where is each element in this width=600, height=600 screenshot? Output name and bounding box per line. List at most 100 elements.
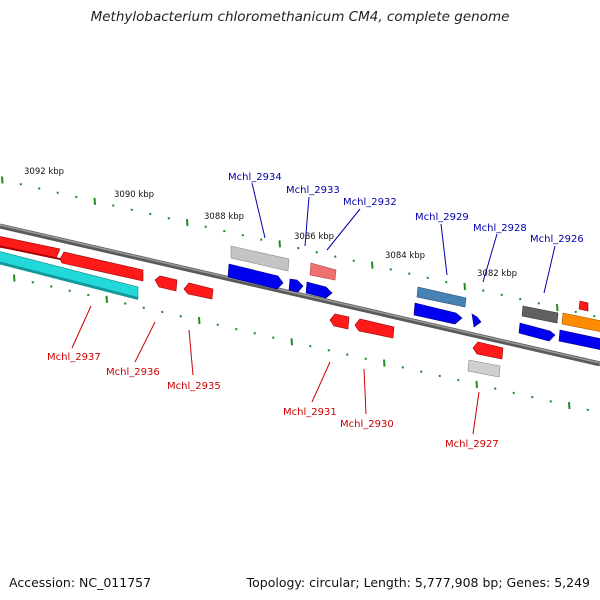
gene-feature[interactable] bbox=[227, 263, 284, 290]
accession-text: Accession: NC_011757 bbox=[9, 575, 152, 590]
gene-feature[interactable] bbox=[288, 278, 304, 293]
major-tick bbox=[198, 317, 201, 325]
gene-label[interactable]: Mchl_2927 bbox=[445, 439, 499, 450]
minor-tick bbox=[315, 251, 318, 254]
minor-tick bbox=[87, 293, 90, 297]
gene-feature[interactable] bbox=[305, 281, 333, 299]
gene-feature[interactable] bbox=[518, 322, 556, 342]
lower-scale-track bbox=[13, 274, 589, 412]
gene-feature[interactable] bbox=[471, 313, 482, 328]
minor-tick bbox=[494, 387, 497, 390]
minor-tick bbox=[223, 229, 226, 233]
minor-tick bbox=[364, 357, 367, 361]
gene-feature[interactable] bbox=[183, 282, 214, 300]
gene-feature[interactable] bbox=[354, 318, 395, 339]
minor-tick bbox=[519, 297, 522, 301]
upper-gene-labels: Mchl_2934 Mchl_2933 Mchl_2932 Mchl_2929 … bbox=[228, 172, 584, 245]
gene-feature[interactable] bbox=[416, 286, 467, 308]
kbp-label: 3090 kbp bbox=[114, 190, 154, 200]
minor-tick bbox=[334, 255, 337, 258]
minor-tick bbox=[549, 400, 552, 403]
gene-feature[interactable] bbox=[59, 251, 144, 282]
gene-feature[interactable] bbox=[467, 359, 501, 378]
minor-tick bbox=[500, 293, 503, 297]
minor-tick bbox=[389, 268, 392, 271]
minor-tick bbox=[426, 276, 429, 280]
major-tick bbox=[371, 261, 374, 269]
minor-tick bbox=[482, 289, 485, 292]
upper-strand-features bbox=[0, 236, 600, 350]
gene-label[interactable]: Mchl_2926 bbox=[530, 234, 584, 245]
minor-tick bbox=[216, 323, 219, 327]
kbp-label: 3084 kbp bbox=[385, 251, 425, 261]
minor-tick bbox=[438, 374, 441, 378]
major-tick bbox=[13, 274, 16, 282]
minor-tick bbox=[531, 395, 534, 399]
gene-feature[interactable] bbox=[472, 341, 504, 360]
gene-feature[interactable] bbox=[521, 305, 559, 324]
major-tick bbox=[463, 282, 466, 290]
minor-tick bbox=[149, 212, 152, 216]
gene-feature[interactable] bbox=[154, 275, 178, 292]
minor-tick bbox=[75, 195, 78, 199]
minor-tick bbox=[586, 408, 589, 412]
minor-tick bbox=[241, 234, 244, 237]
gene-label[interactable]: Mchl_2931 bbox=[283, 407, 337, 418]
gene-label[interactable]: Mchl_2936 bbox=[106, 367, 160, 378]
gene-feature[interactable] bbox=[578, 300, 589, 312]
lower-gene-labels: Mchl_2937 Mchl_2936 Mchl_2935 Mchl_2931 … bbox=[47, 352, 499, 450]
gene-label[interactable]: Mchl_2933 bbox=[286, 185, 340, 196]
gene-label[interactable]: Mchl_2928 bbox=[473, 223, 527, 234]
major-tick bbox=[1, 176, 4, 184]
gene-feature[interactable] bbox=[558, 329, 600, 350]
minor-tick bbox=[445, 280, 448, 284]
minor-tick bbox=[19, 183, 22, 186]
minor-tick bbox=[401, 366, 404, 369]
minor-tick bbox=[512, 391, 515, 395]
major-tick bbox=[105, 295, 108, 303]
gene-feature[interactable] bbox=[329, 313, 350, 330]
gene-feature[interactable] bbox=[561, 312, 600, 332]
kbp-labels: 3092 kbp 3090 kbp 3088 kbp 3086 kbp 3084… bbox=[24, 167, 517, 279]
genome-backbone bbox=[0, 223, 600, 367]
gene-label[interactable]: Mchl_2934 bbox=[228, 172, 282, 183]
minor-tick bbox=[130, 208, 133, 212]
minor-tick bbox=[346, 353, 349, 356]
gene-label[interactable]: Mchl_2930 bbox=[340, 419, 394, 430]
upper-scale-track bbox=[1, 176, 596, 318]
minor-tick bbox=[260, 238, 263, 241]
label-leaders bbox=[71, 182, 556, 435]
minor-tick bbox=[38, 187, 41, 190]
minor-tick bbox=[142, 306, 145, 310]
gene-label[interactable]: Mchl_2932 bbox=[343, 197, 397, 208]
minor-tick bbox=[161, 310, 164, 314]
gene-feature[interactable] bbox=[0, 261, 138, 300]
minor-tick bbox=[235, 327, 238, 331]
major-tick bbox=[290, 338, 293, 346]
kbp-label: 3092 kbp bbox=[24, 167, 64, 177]
gene-feature[interactable] bbox=[0, 245, 60, 260]
minor-tick bbox=[56, 191, 59, 195]
lower-strand-features bbox=[154, 275, 504, 378]
minor-tick bbox=[68, 289, 71, 293]
major-tick bbox=[568, 402, 571, 410]
minor-tick bbox=[112, 204, 115, 207]
major-tick bbox=[186, 219, 189, 227]
minor-tick bbox=[31, 281, 34, 284]
gene-label[interactable]: Mchl_2929 bbox=[415, 212, 469, 223]
major-tick bbox=[278, 240, 281, 248]
gene-label[interactable]: Mchl_2935 bbox=[167, 381, 221, 392]
map-title: Methylobacterium chloromethanicum CM4, c… bbox=[90, 9, 510, 25]
genome-summary: Topology: circular; Length: 5,777,908 bp… bbox=[246, 575, 590, 590]
gene-feature[interactable] bbox=[230, 245, 290, 272]
major-tick bbox=[93, 197, 96, 205]
kbp-label: 3088 kbp bbox=[204, 212, 244, 222]
minor-tick bbox=[309, 344, 312, 348]
gene-feature[interactable] bbox=[309, 262, 337, 281]
gene-feature[interactable] bbox=[413, 302, 463, 325]
gene-label[interactable]: Mchl_2937 bbox=[47, 352, 101, 363]
minor-tick bbox=[457, 378, 460, 382]
minor-tick bbox=[352, 259, 355, 263]
major-tick bbox=[475, 380, 478, 388]
minor-tick bbox=[593, 314, 596, 318]
